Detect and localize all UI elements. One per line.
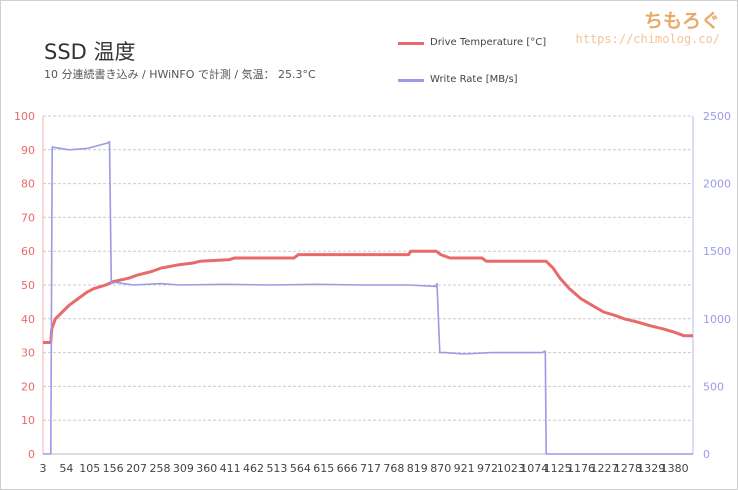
y-left-tick-label: 30 (21, 347, 35, 360)
temperature-series-line (43, 249, 693, 344)
y-left-tick-label: 70 (21, 211, 35, 224)
y-right-tick-label: 2000 (703, 178, 731, 191)
x-tick-label: 1227 (590, 462, 618, 475)
brand-url: https://chimolog.co/ (575, 32, 721, 46)
x-tick-label: 3 (40, 462, 47, 475)
x-tick-label: 105 (79, 462, 100, 475)
y-left-tick-label: 40 (21, 313, 35, 326)
legend-swatch-temperature (398, 42, 424, 45)
x-tick-label: 156 (103, 462, 124, 475)
x-tick-label: 1278 (614, 462, 642, 475)
brand-logo: ちもろぐ (643, 10, 720, 32)
y-right-tick-label: 2500 (703, 110, 731, 123)
x-tick-label: 513 (266, 462, 287, 475)
x-tick-label: 1023 (497, 462, 525, 475)
x-tick-label: 717 (360, 462, 381, 475)
x-tick-label: 360 (196, 462, 217, 475)
x-tick-label: 309 (173, 462, 194, 475)
y-left-tick-label: 80 (21, 178, 35, 191)
x-tick-label: 462 (243, 462, 264, 475)
legend-label-write-rate: Write Rate [MB/s] (430, 74, 518, 85)
y-left-tick-label: 90 (21, 144, 35, 157)
y-left-tick-label: 0 (28, 448, 35, 461)
x-tick-label: 768 (383, 462, 404, 475)
write-rate-series-line (43, 140, 693, 455)
y-left-tick-label: 10 (21, 414, 35, 427)
y-right-tick-label: 0 (703, 448, 710, 461)
x-tick-label: 1329 (637, 462, 665, 475)
y-left-tick-label: 50 (21, 279, 35, 292)
x-tick-label: 615 (313, 462, 334, 475)
x-tick-label: 1125 (544, 462, 572, 475)
x-tick-label: 1380 (661, 462, 689, 475)
legend-swatch-write-rate (398, 79, 424, 82)
x-tick-label: 564 (290, 462, 311, 475)
legend-label-temperature: Drive Temperature [°C] (430, 37, 547, 48)
y-left-tick-label: 60 (21, 245, 35, 258)
x-tick-label: 1074 (520, 462, 548, 475)
x-tick-label: 258 (149, 462, 170, 475)
y-right-tick-label: 1500 (703, 245, 731, 258)
x-tick-label: 921 (454, 462, 475, 475)
y-right-tick-label: 500 (703, 380, 724, 393)
y-left-tick-label: 100 (14, 110, 35, 123)
chart-title: SSD 温度 (44, 40, 136, 64)
y-right-tick-label: 1000 (703, 313, 731, 326)
y-left-tick-label: 20 (21, 380, 35, 393)
chart-subtitle: 10 分連続書き込み / HWiNFO で計測 / 気温： 25.3°C (44, 68, 316, 81)
x-tick-label: 819 (407, 462, 428, 475)
x-tick-label: 870 (430, 462, 451, 475)
x-tick-label: 54 (59, 462, 73, 475)
x-tick-label: 666 (337, 462, 358, 475)
x-tick-label: 972 (477, 462, 498, 475)
x-tick-label: 1176 (567, 462, 595, 475)
x-tick-label: 207 (126, 462, 147, 475)
x-tick-label: 411 (220, 462, 241, 475)
